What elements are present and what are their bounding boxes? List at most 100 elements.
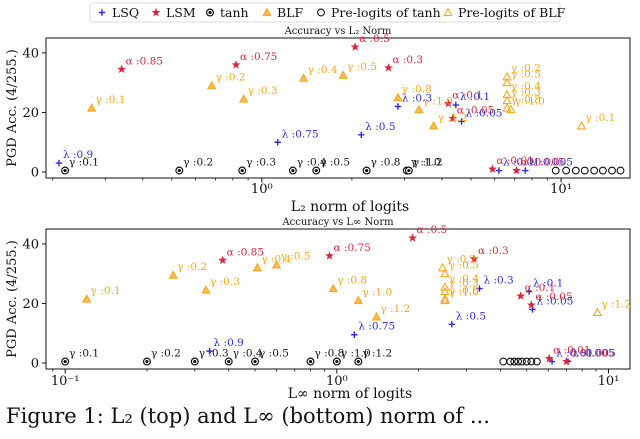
point-label-lsm: α :0.3: [478, 245, 509, 257]
point-label-lsm: α :0.3: [392, 54, 423, 66]
point-label-tanh: γ :1.2: [413, 157, 443, 169]
point-label-lsq: λ :0.3: [402, 93, 432, 105]
y-axis-label: PGD Acc. (4/255.): [5, 240, 20, 358]
point-label-pre-logits-of-blf: γ :0.2: [511, 63, 541, 75]
point-label-lsm: α :0.005: [521, 157, 565, 169]
y-tick-label: 0: [31, 357, 39, 372]
legend-marker-pre-logits-of-blf: [443, 7, 453, 17]
data-point-pre-logits-of-tanh: [517, 357, 526, 366]
data-point-lsq: [448, 321, 456, 328]
series-lsm: α :0.85 α :0.75 α :0.5α :0.3 α :0.1 α :0.05 α…: [117, 33, 565, 175]
point-label-lsm: α :0.85: [126, 55, 163, 67]
data-point-tanh: [362, 166, 371, 175]
data-point-lsq: [358, 131, 365, 139]
data-point-blf: [298, 73, 309, 82]
data-point-blf: [86, 103, 97, 112]
data-point-lsm: [469, 254, 479, 263]
legend-box: [89, 2, 561, 23]
point-label-tanh: γ :0.1: [69, 348, 99, 360]
point-label-tanh: γ :1.0: [411, 157, 441, 169]
data-point-tanh: [238, 166, 247, 175]
point-label-pre-logits-of-blf: γ :0.1: [585, 112, 615, 124]
data-point-lsm: [325, 251, 334, 260]
data-point-pre-logits-of-blf: [592, 307, 603, 316]
point-label-lsq: λ :0.05: [466, 107, 503, 119]
point-label-lsq: λ :0.01: [503, 157, 540, 169]
data-point-lsm: [448, 113, 458, 123]
legend-label-pre-logits-of-tanh: Pre-logits of tanh: [331, 5, 441, 20]
point-label-pre-logits-of-blf: γ :0.5: [449, 260, 479, 272]
series-pre-logits-of-blf: γ :0.2γ :0.5γ :0.4γ :0.3γ :0.8γ :1.0 γ :1…: [437, 254, 631, 316]
point-label-blf: γ :1.0: [423, 95, 453, 107]
data-point-lsq: [476, 285, 483, 292]
data-point-lsm: [384, 63, 393, 72]
point-label-lsm: α :0.5: [417, 224, 448, 236]
data-point-blf: [393, 92, 403, 102]
data-point-pre-logits-of-blf: [506, 104, 516, 114]
point-label-blf: γ :0.1: [91, 285, 121, 297]
data-point-pre-logits-of-tanh: [527, 357, 536, 366]
x-tick-label: 10⁻¹: [51, 374, 80, 389]
data-point-lsq: [394, 103, 402, 110]
y-tick-label: 40: [22, 237, 39, 252]
point-label-pre-logits-of-blf: γ :0.4: [449, 273, 479, 285]
point-label-tanh: γ :0.2: [151, 348, 181, 360]
point-label-tanh: γ :0.5: [320, 157, 350, 169]
point-label-lsq: λ :0.5: [456, 310, 486, 322]
point-label-lsq: λ :0.01: [556, 348, 593, 360]
data-point-tanh: [288, 166, 297, 175]
legend-label-pre-logits-of-blf: Pre-logits of BLF: [458, 5, 566, 20]
data-point-blf: [271, 259, 282, 269]
data-point-lsq: [274, 139, 281, 146]
point-label-lsq: λ :0.1: [460, 91, 490, 103]
y-tick-label: 20: [22, 106, 39, 121]
data-point-lsq: [548, 358, 556, 365]
data-point-lsm: [561, 356, 571, 366]
point-label-lsm: α :0.1: [452, 90, 483, 102]
chart-title: Accuracy vs L∞ Norm: [281, 217, 394, 228]
legend-label-lsm: LSM: [166, 5, 196, 20]
data-point-pre-logits-of-blf: [440, 295, 450, 305]
data-point-pre-logits-of-tanh: [522, 357, 531, 366]
data-point-lsm: [231, 60, 241, 69]
point-label-lsq: λ :0.9: [214, 337, 244, 349]
point-label-tanh: γ :0.2: [183, 157, 213, 169]
legend-marker-blf: [262, 7, 272, 17]
point-label-pre-logits-of-blf: γ :0.3: [449, 278, 479, 290]
point-label-blf: γ :0.5: [281, 251, 311, 263]
point-label-pre-logits-of-blf: γ :0.8: [449, 285, 479, 297]
data-point-lsm: [350, 42, 360, 51]
point-label-blf: γ :0.8: [337, 275, 367, 287]
data-point-tanh: [142, 357, 151, 366]
top-chart-l2: Accuracy vs L₂ Norm 0 20 40 10⁰ 10¹ L₂ norm of…: [5, 26, 631, 215]
data-point-lsq: [452, 101, 460, 109]
point-label-blf: γ :1.0: [362, 286, 392, 298]
series-lsq: λ :0.9 λ :0.75 λ :0.5 λ :0.3 λ :0.1 λ :0.05 λ …: [55, 91, 573, 174]
data-point-pre-logits-of-tanh: [499, 357, 508, 366]
y-axis-label: PGD Acc. (4/255.): [5, 49, 20, 167]
data-point-pre-logits-of-tanh: [580, 166, 589, 175]
series-tanh: γ :0.1 γ :0.2 γ :0.3 γ :0.4γ :0.5 γ :0.8 γ :1…: [61, 157, 443, 175]
data-point-pre-logits-of-blf: [502, 103, 512, 112]
point-label-lsm: α :0.01: [496, 155, 533, 167]
point-label-pre-logits-of-blf: γ :0.5: [511, 69, 541, 81]
data-point-tanh: [251, 357, 260, 366]
x-axis-label: L₂ norm of logits: [291, 199, 409, 215]
point-label-tanh: γ :0.3: [199, 348, 229, 360]
point-label-blf: γ :0.2: [216, 72, 246, 84]
legend-marker-pre-logits-of-tanh: [317, 8, 325, 17]
point-label-lsm: α :0.5: [359, 33, 390, 45]
data-point-blf: [353, 295, 364, 305]
data-point-tanh: [354, 357, 363, 366]
point-label-pre-logits-of-blf: γ :0.2: [447, 254, 477, 266]
point-label-blf: γ :0.8: [402, 84, 432, 96]
data-point-blf: [371, 311, 382, 321]
point-label-pre-logits-of-blf: γ :1.2: [601, 298, 631, 310]
data-point-blf: [168, 270, 179, 279]
data-point-lsm: [526, 300, 536, 309]
point-label-tanh: γ :0.8: [315, 348, 345, 360]
point-label-lsq: λ :0.5: [365, 121, 395, 133]
point-label-blf: γ :0.4: [261, 254, 291, 266]
